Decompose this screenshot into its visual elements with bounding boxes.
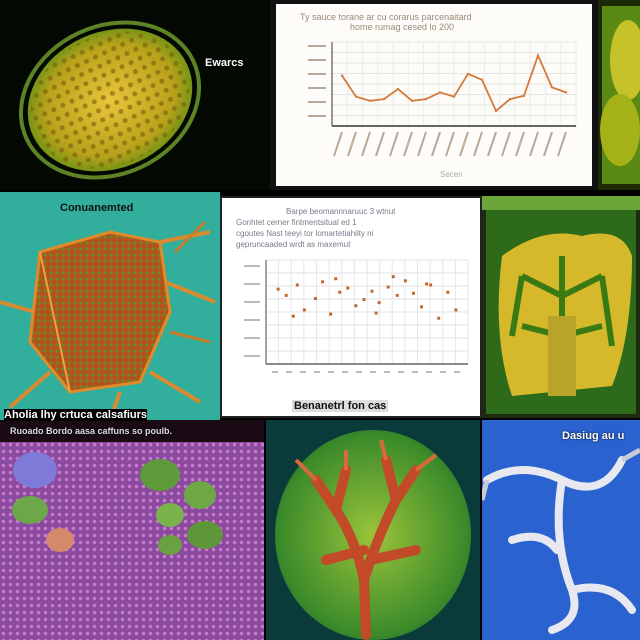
orange-structure-illustration <box>0 192 220 420</box>
panel-orange-structure: Conuanemted <box>0 192 220 420</box>
x-tick-mark <box>432 132 440 156</box>
scatter-point <box>392 275 395 278</box>
scatter-point <box>396 294 399 297</box>
scatter-point <box>296 283 299 286</box>
panel-caption: Ewarcs <box>205 57 244 69</box>
data-point <box>397 88 399 90</box>
data-point <box>509 98 511 100</box>
scatter-point <box>371 290 374 293</box>
panel-blue-branches: Dasiug au u <box>482 420 640 640</box>
scatter-point <box>387 286 390 289</box>
scatter-point <box>437 317 440 320</box>
scatter-point <box>292 315 295 318</box>
scatter-point <box>412 292 415 295</box>
scatter-point <box>314 297 317 300</box>
scatter-point <box>354 304 357 307</box>
x-tick-mark <box>474 132 482 156</box>
scatter-point <box>420 305 423 308</box>
x-tick-mark <box>502 132 510 156</box>
panel-yellow-cell: Ewarcs <box>0 0 270 190</box>
scatter-point <box>334 277 337 280</box>
data-point <box>453 95 455 97</box>
blue-branches-illustration <box>482 420 640 640</box>
panel-scatter-chart: Barpe beomannnaruuc 3 wtnut Gonhtet cern… <box>220 196 482 418</box>
data-point <box>341 74 343 76</box>
scatter-point <box>429 283 432 286</box>
data-point <box>383 98 385 100</box>
data-point <box>467 73 469 75</box>
red-vessels-illustration <box>266 420 480 640</box>
scatter-point <box>303 308 306 311</box>
data-point <box>425 98 427 100</box>
x-tick-mark <box>418 132 426 156</box>
panel-caption: Dasiug au u <box>562 430 624 442</box>
x-tick-mark <box>530 132 538 156</box>
x-tick-mark <box>544 132 552 156</box>
scatter-point <box>404 279 407 282</box>
scatter-point <box>425 282 428 285</box>
x-tick-mark <box>390 132 398 156</box>
scatter-point <box>321 280 324 283</box>
data-point <box>495 110 497 112</box>
scatter-point <box>277 288 280 291</box>
panel-red-vessels <box>266 420 480 640</box>
x-tick-mark <box>446 132 454 156</box>
panel-line-chart: Ty sauce torane ar cu corarus parcenaita… <box>270 0 598 190</box>
data-point <box>565 91 567 93</box>
panel-green-tissue-top <box>598 0 640 190</box>
data-point <box>551 86 553 88</box>
data-point <box>411 100 413 102</box>
x-tick-mark <box>404 132 412 156</box>
scatter-point <box>454 308 457 311</box>
scatter-point <box>446 291 449 294</box>
scatter-point <box>338 291 341 294</box>
scatter-point <box>362 298 365 301</box>
x-tick-mark <box>488 132 496 156</box>
data-point <box>537 54 539 56</box>
x-tick-mark <box>558 132 566 156</box>
panel-purple-tissue: Aholia lhy crtuca calsafiurs Ruoado Bord… <box>0 420 264 640</box>
data-point <box>369 100 371 102</box>
panel-row-caption: Aholia lhy crtuca calsafiurs <box>4 409 147 421</box>
yellow-branches-illustration <box>482 196 640 418</box>
scatter-chart <box>222 198 482 418</box>
x-tick-mark <box>362 132 370 156</box>
scatter-point <box>329 313 332 316</box>
x-tick-mark <box>460 132 468 156</box>
data-point <box>355 95 357 97</box>
scatter-point <box>346 287 349 290</box>
data-point <box>439 91 441 93</box>
line-chart-x-label: Secen <box>440 170 463 179</box>
scatter-point <box>285 294 288 297</box>
purple-tissue-caption-bottom: Ruoado Bordo aasa caffuns so poulb. <box>10 426 172 436</box>
scatter-point <box>378 301 381 304</box>
data-point <box>481 79 483 81</box>
scatter-chart-footer: Benanetrl fon cas <box>292 400 388 412</box>
data-point <box>523 95 525 97</box>
green-tissue-illustration <box>598 0 640 190</box>
x-tick-mark <box>348 132 356 156</box>
x-tick-mark <box>516 132 524 156</box>
scatter-point <box>375 312 378 315</box>
x-tick-mark <box>334 132 342 156</box>
line-chart <box>270 0 598 190</box>
yellow-cell-illustration <box>0 0 270 190</box>
purple-tissue-illustration <box>0 420 264 640</box>
x-tick-mark <box>376 132 384 156</box>
panel-caption: Conuanemted <box>60 202 133 214</box>
panel-yellow-branches <box>482 196 640 418</box>
